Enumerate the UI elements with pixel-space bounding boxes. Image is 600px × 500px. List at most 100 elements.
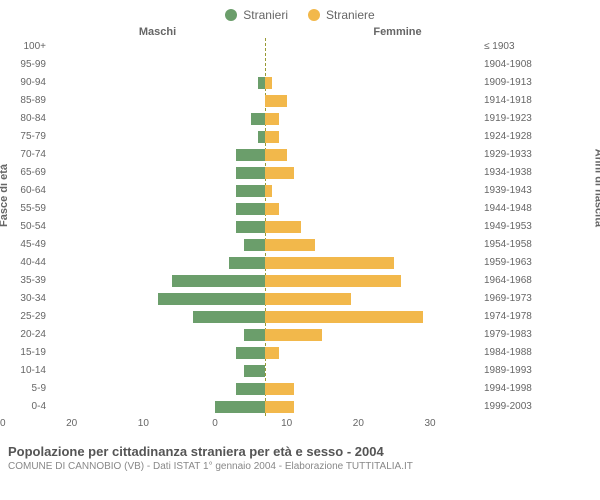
data-row	[50, 92, 480, 110]
age-label: 15-19	[20, 344, 46, 362]
legend-swatch-female	[308, 9, 320, 21]
birth-year-label: 1939-1943	[484, 182, 532, 200]
female-bar	[265, 293, 351, 305]
birth-year-label: 1979-1983	[484, 326, 532, 344]
chart-subtitle: COMUNE DI CANNOBIO (VB) - Dati ISTAT 1° …	[8, 461, 592, 472]
age-label: 25-29	[20, 308, 46, 326]
data-row	[50, 236, 480, 254]
legend-label-male: Stranieri	[243, 8, 288, 22]
data-row	[50, 272, 480, 290]
data-row	[50, 326, 480, 344]
female-bar	[265, 185, 272, 197]
male-bar	[244, 329, 266, 341]
age-label: 80-84	[20, 110, 46, 128]
y-right-axis-title: Anni di nascita	[592, 149, 600, 227]
birth-year-label: ≤ 1903	[484, 38, 515, 56]
age-label: 45-49	[20, 236, 46, 254]
age-label: 75-79	[20, 128, 46, 146]
data-row	[50, 110, 480, 128]
age-label: 70-74	[20, 146, 46, 164]
birth-year-label: 1964-1968	[484, 272, 532, 290]
chart-footer: Popolazione per cittadinanza straniera p…	[0, 434, 600, 480]
birth-year-label: 1919-1923	[484, 110, 532, 128]
age-label: 65-69	[20, 164, 46, 182]
population-pyramid-chart: Stranieri Straniere Maschi Femmine Fasce…	[0, 0, 600, 480]
male-bar	[236, 203, 265, 215]
male-bar	[158, 293, 266, 305]
header-male: Maschi	[0, 26, 265, 38]
age-label: 0-4	[32, 398, 46, 416]
age-label: 40-44	[20, 254, 46, 272]
data-row	[50, 308, 480, 326]
age-label: 85-89	[20, 92, 46, 110]
male-bar	[193, 311, 265, 323]
male-bar	[251, 113, 265, 125]
legend-item-male: Stranieri	[225, 8, 288, 22]
male-bar	[172, 275, 265, 287]
birth-year-label: 1909-1913	[484, 74, 532, 92]
age-label: 35-39	[20, 272, 46, 290]
legend-swatch-male	[225, 9, 237, 21]
data-row	[50, 380, 480, 398]
y-right-labels: ≤ 19031904-19081909-19131914-19181919-19…	[480, 38, 550, 416]
legend: Stranieri Straniere	[0, 0, 600, 26]
male-bar	[258, 131, 265, 143]
birth-year-label: 1954-1958	[484, 236, 532, 254]
data-row	[50, 290, 480, 308]
header-female: Femmine	[265, 26, 530, 38]
birth-year-label: 1969-1973	[484, 290, 532, 308]
data-row	[50, 254, 480, 272]
age-label: 60-64	[20, 182, 46, 200]
legend-label-female: Straniere	[326, 8, 375, 22]
female-bar	[265, 113, 279, 125]
chart-body: 100+95-9990-9485-8980-8475-7970-7465-696…	[0, 38, 600, 416]
data-row	[50, 398, 480, 416]
male-bar	[236, 149, 265, 161]
x-tick-label: 20	[66, 418, 77, 429]
birth-year-label: 1989-1993	[484, 362, 532, 380]
data-row	[50, 38, 480, 56]
data-row	[50, 218, 480, 236]
age-label: 5-9	[32, 380, 46, 398]
male-bar	[215, 401, 265, 413]
female-bar	[265, 77, 272, 89]
female-bar	[265, 131, 279, 143]
x-tick-label: 20	[353, 418, 364, 429]
female-bar	[265, 167, 294, 179]
male-bar	[236, 383, 265, 395]
data-row	[50, 146, 480, 164]
birth-year-label: 1974-1978	[484, 308, 532, 326]
data-row	[50, 362, 480, 380]
female-bar	[265, 221, 301, 233]
age-label: 55-59	[20, 200, 46, 218]
data-row	[50, 182, 480, 200]
male-bar	[236, 347, 265, 359]
female-bar	[265, 149, 287, 161]
female-bar	[265, 203, 279, 215]
birth-year-label: 1934-1938	[484, 164, 532, 182]
birth-year-label: 1949-1953	[484, 218, 532, 236]
data-row	[50, 200, 480, 218]
male-bar	[236, 167, 265, 179]
data-row	[50, 56, 480, 74]
female-bar	[265, 401, 294, 413]
y-left-axis-title: Fasce di età	[0, 164, 10, 227]
x-tick-label: 0	[212, 418, 218, 429]
birth-year-label: 1959-1963	[484, 254, 532, 272]
birth-year-label: 1924-1928	[484, 128, 532, 146]
plot-area	[50, 38, 480, 416]
female-bar	[265, 257, 394, 269]
age-label: 100+	[23, 38, 46, 56]
age-label: 50-54	[20, 218, 46, 236]
y-left-labels: 100+95-9990-9485-8980-8475-7970-7465-696…	[0, 38, 50, 416]
chart-title: Popolazione per cittadinanza straniera p…	[8, 444, 592, 459]
x-tick-label: 10	[138, 418, 149, 429]
age-label: 95-99	[20, 56, 46, 74]
male-bar	[244, 365, 266, 377]
birth-year-label: 1999-2003	[484, 398, 532, 416]
male-bar	[236, 221, 265, 233]
female-bar	[265, 275, 401, 287]
column-headers: Maschi Femmine	[0, 26, 600, 38]
birth-year-label: 1994-1998	[484, 380, 532, 398]
x-tick-label: 30	[0, 418, 6, 429]
